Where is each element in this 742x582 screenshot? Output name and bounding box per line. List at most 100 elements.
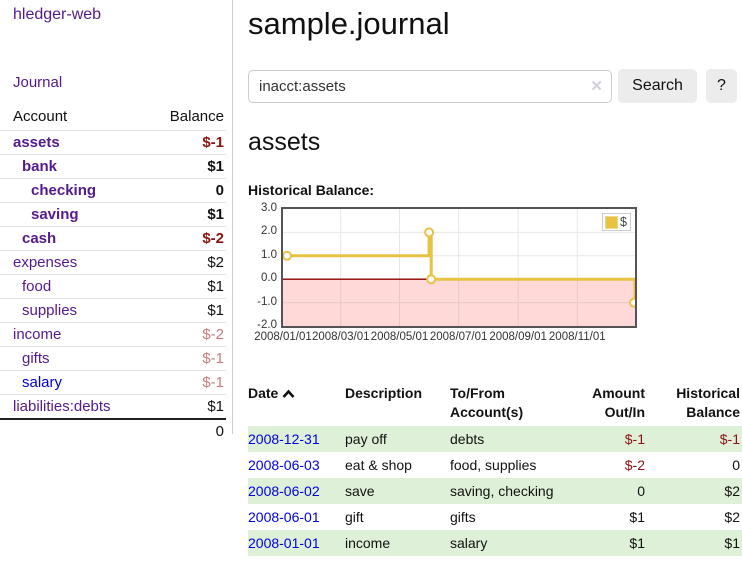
historical-balance-chart: $ 3.0 2.0 1.0 0.0 -1.0 -2.0 2008/01/01 2008/03/… (248, 202, 742, 359)
txn-amount: $1 (629, 509, 645, 525)
account-balance: $-1 (138, 130, 226, 155)
txn-date-link[interactable]: 2008-12-31 (248, 431, 320, 447)
account-row: checking 0 (0, 178, 226, 203)
y-axis-tick-label: -2.0 (257, 319, 277, 331)
search-form: ✕ Search ? (248, 69, 742, 103)
account-balance: $1 (138, 202, 226, 227)
txn-date-link[interactable]: 2008-01-01 (248, 535, 320, 551)
txn-col-balance: Historical Balance (676, 385, 740, 420)
txn-balance: $1 (647, 530, 742, 556)
app-brand-link[interactable]: hledger-web (13, 6, 102, 23)
accounts-table: Account Balance assets $-1 bank $1 checking 0… (0, 105, 226, 443)
txn-date-link[interactable]: 2008-06-02 (248, 483, 320, 499)
txn-date-link[interactable]: 2008-06-03 (248, 457, 320, 473)
account-link[interactable]: saving (31, 206, 79, 223)
account-balance: $1 (138, 154, 226, 179)
account-balance: $1 (138, 274, 226, 299)
account-row: liabilities:debts $1 (0, 394, 226, 419)
txn-amount: 0 (564, 478, 647, 504)
account-link[interactable]: assets (13, 134, 60, 151)
chart-plot-area: $ (281, 207, 637, 328)
txn-balance: $2 (647, 478, 742, 504)
account-row: expenses $2 (0, 250, 226, 275)
account-balance: $1 (138, 298, 226, 323)
search-button[interactable]: Search (618, 69, 697, 103)
account-link[interactable]: gifts (22, 350, 50, 367)
account-link[interactable]: bank (22, 158, 58, 175)
account-row: income $-2 (0, 322, 226, 347)
account-balance: $-2 (138, 322, 226, 347)
txn-description: save (345, 478, 450, 504)
account-row: food $1 (0, 274, 226, 299)
txn-accounts: food, supplies (450, 457, 537, 473)
txn-col-date[interactable]: Date (248, 381, 345, 426)
account-link[interactable]: liabilities:debts (13, 398, 111, 415)
x-axis-tick-label: 2008/05/01 (370, 331, 429, 343)
txn-accounts: debts (450, 426, 564, 452)
account-link[interactable]: expenses (13, 254, 78, 271)
y-axis-tick-label: 0.0 (261, 272, 277, 285)
legend-swatch-icon (605, 215, 619, 229)
account-balance: $-1 (138, 346, 226, 371)
x-axis-tick-label: 2008/11/01 (548, 331, 606, 343)
transaction-row[interactable]: 2008-06-02 save saving, checking 0 $2 (248, 478, 742, 504)
account-balance: $2 (138, 250, 226, 275)
chart-title: Historical Balance: (248, 182, 375, 198)
txn-accounts: saving, checking (450, 478, 564, 504)
x-axis-tick-label: 2008/09/01 (489, 331, 547, 343)
account-balance: 0 (138, 178, 226, 203)
search-input-wrap: ✕ (248, 69, 612, 103)
y-axis-tick-label: 1.0 (261, 248, 277, 261)
txn-date-link[interactable]: 2008-06-01 (248, 509, 320, 525)
y-axis-tick-label: 2.0 (261, 225, 277, 238)
account-heading: assets (248, 128, 321, 156)
account-link[interactable]: cash (22, 230, 57, 247)
transactions-table: Date Description To/From Account(s) Amou… (248, 381, 742, 556)
accounts-col-account: Account (13, 108, 68, 125)
account-row: saving $1 (0, 202, 226, 227)
transaction-row[interactable]: 2008-01-01 income salary $1 $1 (248, 530, 742, 556)
txn-balance: 0 (732, 457, 740, 473)
x-axis-tick-label: 2008/07/01 (429, 331, 488, 343)
account-link[interactable]: checking (31, 182, 97, 199)
account-balance: $1 (138, 394, 226, 419)
account-link[interactable]: income (13, 326, 62, 343)
txn-balance: $-1 (647, 426, 742, 452)
y-axis-tick-label: 3.0 (261, 202, 277, 214)
help-button[interactable]: ? (706, 69, 737, 103)
txn-accounts: gifts (450, 509, 476, 525)
chart-legend: $ (602, 213, 631, 231)
account-link[interactable]: food (22, 278, 52, 295)
txn-balance: $2 (724, 509, 740, 525)
account-balance: $-2 (138, 226, 226, 251)
sidebar-item-journal[interactable]: Journal (13, 74, 63, 91)
txn-description: pay off (345, 426, 450, 452)
account-row: bank $1 (0, 154, 226, 179)
clear-search-icon[interactable]: ✕ (590, 77, 603, 95)
transaction-row[interactable]: 2008-12-31 pay off debts $-1 $-1 (248, 426, 742, 452)
account-link[interactable]: supplies (22, 302, 78, 319)
accounts-total: 0 (138, 418, 226, 443)
account-link[interactable]: salary (22, 374, 63, 391)
account-balance: $-1 (138, 370, 226, 395)
txn-col-accounts: To/From Account(s) (450, 385, 524, 420)
txn-description: gift (345, 509, 364, 525)
legend-label: $ (620, 215, 627, 229)
account-row: cash $-2 (0, 226, 226, 251)
accounts-col-balance: Balance (169, 108, 224, 125)
accounts-total-row: 0 (0, 418, 226, 443)
sort-asc-icon (282, 385, 295, 404)
txn-col-description: Description (345, 385, 423, 401)
sidebar: hledger-web Journal Account Balance asse… (0, 0, 233, 443)
transaction-row[interactable]: 2008-06-01 gift gifts $1 $2 (248, 504, 742, 530)
chart-canvas (283, 209, 635, 326)
account-row: assets $-1 (0, 130, 226, 155)
x-axis-tick-label: 2008/03/01 (311, 331, 370, 343)
txn-amount: $-2 (624, 457, 645, 473)
account-row: salary $-1 (0, 370, 226, 395)
txn-amount: $1 (564, 530, 647, 556)
y-axis-tick-label: -1.0 (257, 295, 277, 308)
txn-col-amount: Amount Out/In (592, 385, 645, 420)
transaction-row[interactable]: 2008-06-03 eat & shop food, supplies $-2 0 (248, 452, 742, 478)
search-input[interactable] (248, 69, 612, 103)
